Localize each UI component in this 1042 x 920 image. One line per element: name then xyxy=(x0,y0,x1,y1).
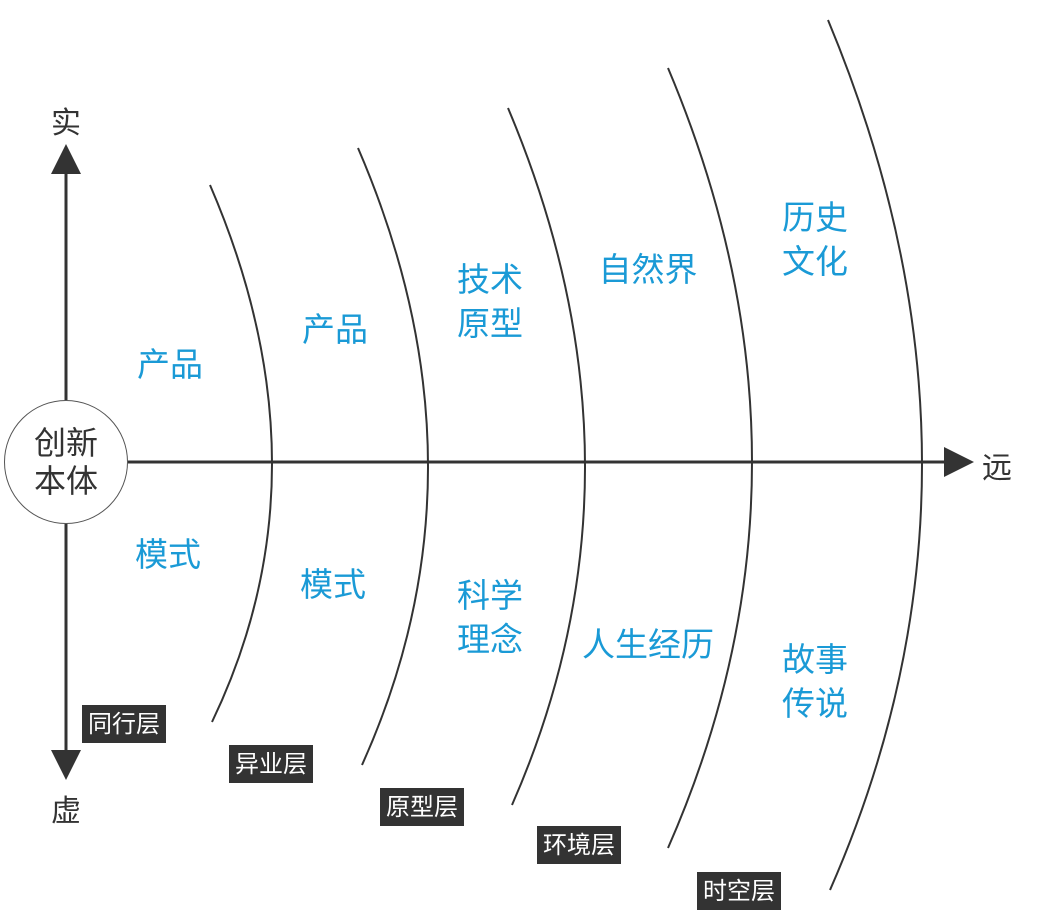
upper-label-4: 自然界 xyxy=(598,250,698,289)
upper-label-3: 技术 原型 xyxy=(457,260,523,343)
layer-tag-3: 原型层 xyxy=(380,788,464,826)
arc-layer-3 xyxy=(507,107,586,806)
center-line2: 本体 xyxy=(33,462,98,500)
upper-label-5: 历史 文化 xyxy=(782,198,848,281)
lower-label-5: 故事 传说 xyxy=(782,640,848,723)
arc-layer-4 xyxy=(667,67,753,849)
axis-label-bottom: 虚 xyxy=(51,794,81,829)
axis-label-right: 远 xyxy=(982,451,1012,486)
innovation-core-circle: 创新 本体 xyxy=(4,400,128,524)
upper-label-2: 产品 xyxy=(302,310,368,349)
layer-tag-5: 时空层 xyxy=(697,872,781,910)
arc-layer-5 xyxy=(827,19,923,891)
lower-label-1: 模式 xyxy=(135,535,201,574)
layer-tag-2: 异业层 xyxy=(229,745,313,783)
lower-label-4: 人生经历 xyxy=(582,625,714,664)
center-line1: 创新 xyxy=(33,424,98,462)
layer-tag-4: 环境层 xyxy=(537,826,621,864)
arc-layer-2 xyxy=(357,147,429,766)
lower-label-2: 模式 xyxy=(300,565,366,604)
upper-label-1: 产品 xyxy=(137,345,203,384)
axis-label-top: 实 xyxy=(51,106,81,141)
lower-label-3: 科学 理念 xyxy=(457,576,523,659)
layer-tag-1: 同行层 xyxy=(82,705,166,743)
arc-layer-1 xyxy=(209,184,273,723)
